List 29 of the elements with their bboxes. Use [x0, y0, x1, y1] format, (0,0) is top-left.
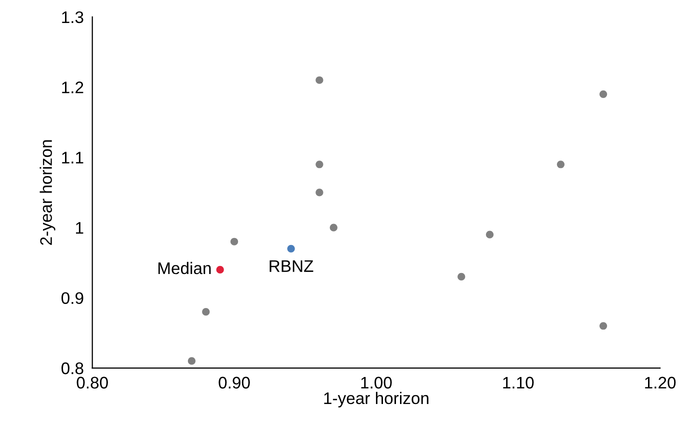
y-tick-label: 0.8 [61, 362, 84, 374]
x-tick-label: 0.80 [76, 376, 108, 389]
point [202, 308, 210, 316]
y-tick-label: 1.1 [62, 152, 84, 164]
x-tick-label: 0.90 [218, 376, 250, 389]
point [287, 244, 295, 252]
y-tick-label: 1.2 [62, 82, 84, 94]
point [316, 160, 324, 168]
x-tick-label: 1.00 [361, 376, 392, 389]
point [458, 272, 466, 281]
y-tick-label: 0.9 [61, 292, 84, 304]
y-tick-label: 1 [76, 222, 84, 234]
point [330, 224, 338, 232]
point [216, 266, 224, 274]
x-tick-label: 1.20 [645, 376, 676, 389]
point [316, 188, 324, 196]
point [230, 238, 238, 246]
series-label: Median [158, 262, 211, 274]
point [599, 90, 608, 98]
y-axis-title: 2-year horizon [40, 140, 56, 245]
point [556, 160, 565, 168]
x-axis-title: 1-year horizon [324, 392, 428, 408]
x-tick-label: 1.10 [503, 376, 534, 389]
point [599, 322, 608, 330]
series-label: RBNZ [270, 260, 314, 272]
point [316, 76, 324, 84]
point [188, 357, 196, 365]
point [486, 230, 494, 238]
y-tick-label: 1.3 [62, 11, 84, 24]
